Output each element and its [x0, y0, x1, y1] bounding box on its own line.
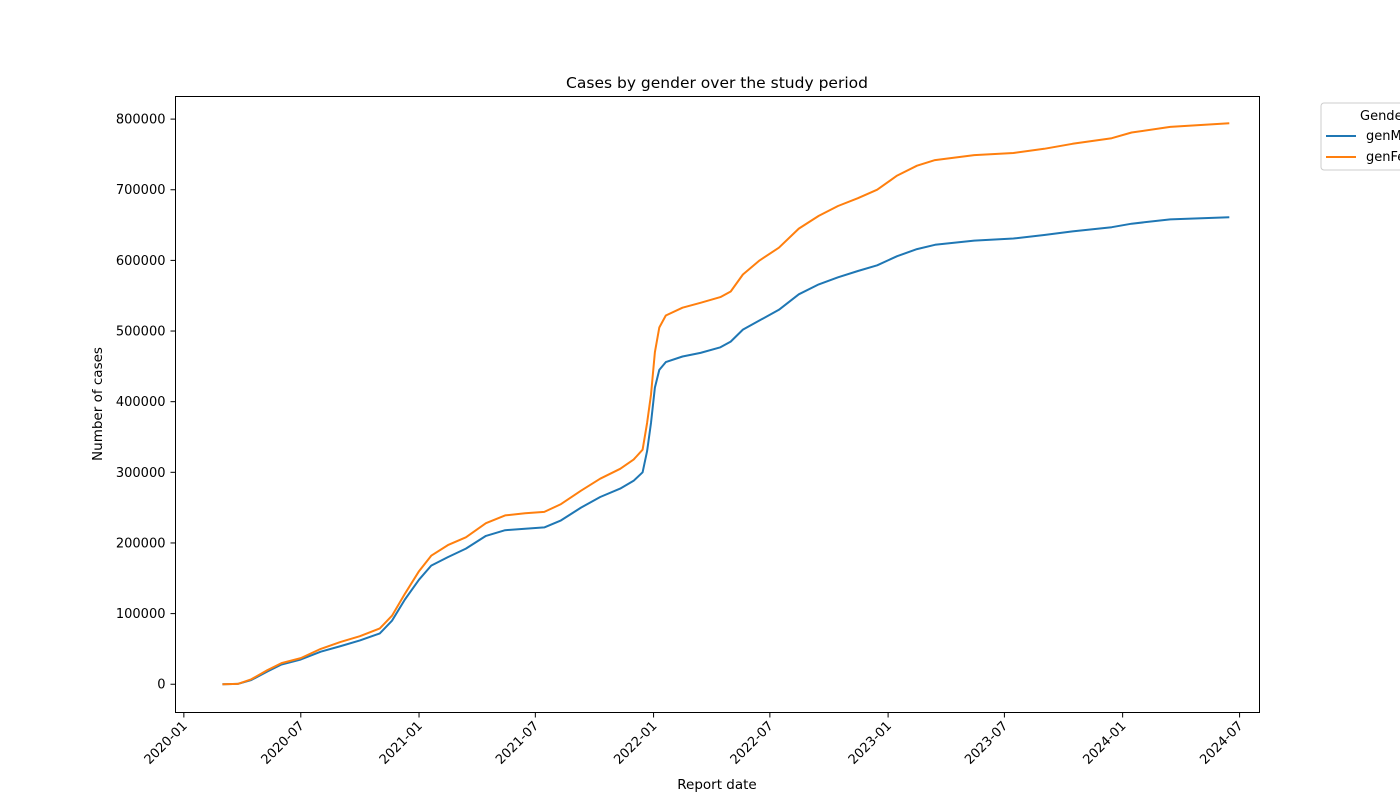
y-tick-label: 400000	[116, 395, 166, 410]
x-tick-label: 2022-07	[728, 719, 777, 768]
plot-frame	[175, 96, 1260, 713]
x-tick-label: 2021-01	[377, 719, 426, 768]
legend-label-genmale: genMale	[1366, 129, 1400, 144]
y-tick-label: 200000	[116, 536, 166, 551]
y-axis-label: Number of cases	[90, 347, 106, 461]
y-tick-label: 800000	[116, 113, 166, 128]
x-tick-label: 2020-07	[259, 719, 308, 768]
y-axis: 0 100000 200000 300000 400000 500000 600000 700…	[116, 113, 176, 693]
legend-label-genfemale: genFemale	[1366, 150, 1400, 165]
x-tick-label: 2024-07	[1197, 719, 1246, 768]
x-tick-label: 2020-01	[142, 719, 191, 768]
y-tick-label: 600000	[116, 254, 166, 269]
x-tick-label: 2022-01	[611, 719, 660, 768]
chart-title: Cases by gender over the study period	[566, 74, 868, 92]
plot-area	[222, 122, 1230, 686]
x-tick-label: 2023-01	[846, 719, 895, 768]
x-tick-label: 2024-01	[1080, 719, 1129, 768]
legend: Gender genMale genFemale	[1320, 102, 1400, 171]
series-line-genfemale	[222, 122, 1230, 686]
y-tick-label: 500000	[116, 325, 166, 340]
series-line-genmale	[222, 216, 1230, 686]
legend-box	[1320, 102, 1400, 171]
y-tick-label: 300000	[116, 466, 166, 481]
y-tick-label: 100000	[116, 607, 166, 622]
x-axis: 2020-01 2020-07 2021-01 2021-07 2022-01 2022-…	[142, 712, 1246, 768]
x-axis-label: Report date	[677, 777, 756, 793]
x-tick-label: 2021-07	[493, 719, 542, 768]
y-tick-label: 700000	[116, 183, 166, 198]
y-tick-label: 0	[157, 678, 165, 693]
x-tick-label: 2023-07	[962, 719, 1011, 768]
legend-title: Gender	[1360, 109, 1400, 124]
